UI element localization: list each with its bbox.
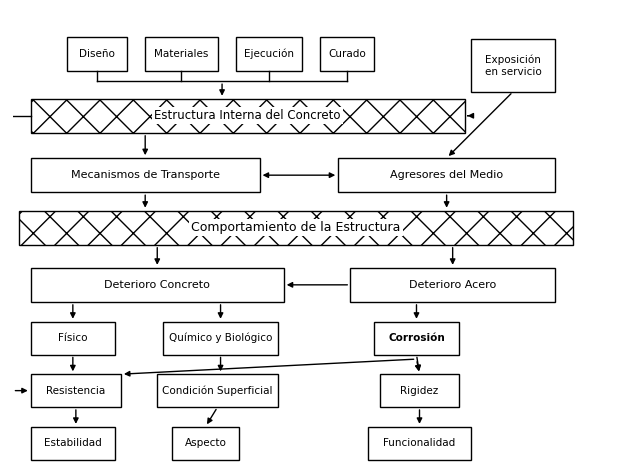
FancyBboxPatch shape <box>31 268 284 302</box>
Text: Curado: Curado <box>328 49 366 59</box>
FancyBboxPatch shape <box>145 37 217 71</box>
FancyBboxPatch shape <box>471 39 555 92</box>
Text: Diseño: Diseño <box>79 49 115 59</box>
FancyBboxPatch shape <box>338 158 555 192</box>
FancyBboxPatch shape <box>374 322 458 355</box>
Text: Materiales: Materiales <box>154 49 208 59</box>
FancyBboxPatch shape <box>67 37 127 71</box>
Text: Aspecto: Aspecto <box>185 438 227 448</box>
FancyBboxPatch shape <box>31 322 115 355</box>
Text: Estructura Interna del Concreto: Estructura Interna del Concreto <box>154 109 341 122</box>
Text: Deterioro Concreto: Deterioro Concreto <box>104 280 210 290</box>
Text: Funcionalidad: Funcionalidad <box>383 438 456 448</box>
FancyBboxPatch shape <box>368 426 471 460</box>
FancyBboxPatch shape <box>172 426 239 460</box>
Text: Corrosión: Corrosión <box>388 333 445 343</box>
FancyBboxPatch shape <box>236 37 302 71</box>
Text: Químico y Biológico: Químico y Biológico <box>169 333 273 343</box>
Text: Físico: Físico <box>58 333 87 343</box>
Text: Comportamiento de la Estructura: Comportamiento de la Estructura <box>192 221 401 234</box>
FancyBboxPatch shape <box>19 210 573 245</box>
Text: Agresores del Medio: Agresores del Medio <box>390 170 503 180</box>
Text: Condición Superficial: Condición Superficial <box>162 386 273 396</box>
Text: Mecanismos de Transporte: Mecanismos de Transporte <box>71 170 220 180</box>
FancyBboxPatch shape <box>350 268 555 302</box>
Text: Resistencia: Resistencia <box>46 386 106 396</box>
FancyBboxPatch shape <box>31 426 115 460</box>
FancyBboxPatch shape <box>163 322 278 355</box>
Text: Exposición
en servicio: Exposición en servicio <box>485 54 541 77</box>
FancyBboxPatch shape <box>320 37 374 71</box>
FancyBboxPatch shape <box>157 374 278 407</box>
Text: Deterioro Acero: Deterioro Acero <box>409 280 496 290</box>
FancyBboxPatch shape <box>381 374 458 407</box>
Text: Ejecución: Ejecución <box>244 49 294 60</box>
FancyBboxPatch shape <box>31 99 465 133</box>
Text: Rigidez: Rigidez <box>401 386 438 396</box>
FancyBboxPatch shape <box>31 158 260 192</box>
Text: Estabilidad: Estabilidad <box>44 438 102 448</box>
FancyBboxPatch shape <box>31 374 121 407</box>
